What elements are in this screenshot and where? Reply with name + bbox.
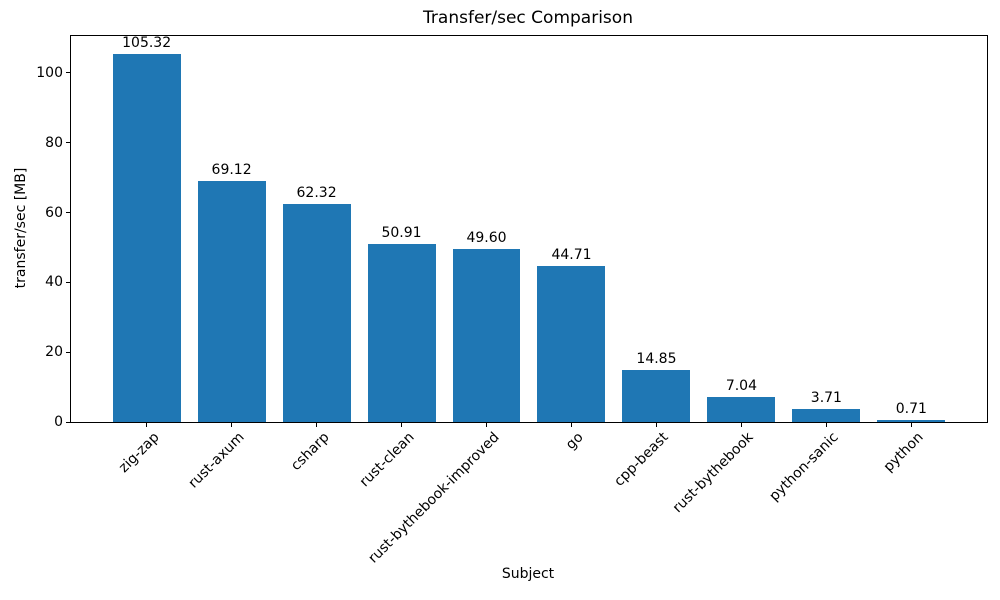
bar-python — [877, 419, 946, 422]
bar-rust-bythebook-improved — [452, 248, 521, 422]
plot-area: 0 20 40 60 80 100 105.32 zig-zap 69.12 rust-axum 6… — [36, 35, 988, 566]
y-tick-label: 60 — [45, 204, 63, 221]
bar-rust-bythebook — [707, 397, 776, 422]
y-tick-label: 80 — [45, 134, 63, 151]
bar-cpp-beast — [622, 370, 691, 422]
bar-value-label: 62.32 — [296, 185, 337, 202]
bar-value-label: 44.71 — [551, 246, 592, 263]
y-tick-mark — [66, 212, 70, 214]
y-tick-mark — [66, 421, 70, 423]
y-tick-mark — [66, 351, 70, 353]
x-tick-mark — [486, 423, 487, 427]
bar-value-label: 7.04 — [725, 378, 757, 395]
y-tick-mark — [66, 142, 70, 144]
y-tick-label: 20 — [45, 344, 63, 361]
bar-value-label: 50.91 — [381, 225, 422, 242]
bar-go — [537, 265, 606, 422]
y-tick-label: 0 — [54, 414, 63, 430]
bar-rust-axum — [197, 180, 266, 422]
x-tick-mark — [316, 423, 318, 427]
bar-rust-clean — [367, 244, 436, 422]
x-tick-mark — [146, 423, 148, 427]
chart-title: Transfer/sec Comparison — [423, 8, 633, 28]
x-tick-mark — [740, 423, 742, 427]
x-tick-mark — [231, 423, 233, 427]
y-tick-label: 100 — [36, 64, 63, 81]
x-tick-mark — [910, 423, 912, 427]
y-axis-label: transfer/sec [MB] — [13, 167, 29, 289]
x-axis-label: Subject — [501, 566, 555, 582]
bar-value-label: 105.32 — [122, 35, 172, 52]
bar-csharp — [282, 204, 351, 422]
y-tick-mark — [66, 72, 70, 74]
bar-value-label: 3.71 — [810, 390, 842, 407]
y-tick-label: 40 — [45, 274, 63, 291]
bar-value-label: 49.60 — [466, 229, 507, 246]
x-tick-mark — [825, 423, 827, 427]
bar-value-label: 0.71 — [895, 400, 927, 417]
bar-value-label: 69.12 — [211, 161, 252, 178]
x-tick-mark — [655, 423, 657, 427]
bar-zig-zap — [112, 54, 181, 422]
y-tick-mark — [66, 281, 70, 283]
x-tick-mark — [570, 423, 572, 427]
bar-value-label: 14.85 — [636, 351, 677, 368]
bar-python-sanic — [792, 409, 861, 422]
x-tick-mark — [401, 423, 403, 427]
